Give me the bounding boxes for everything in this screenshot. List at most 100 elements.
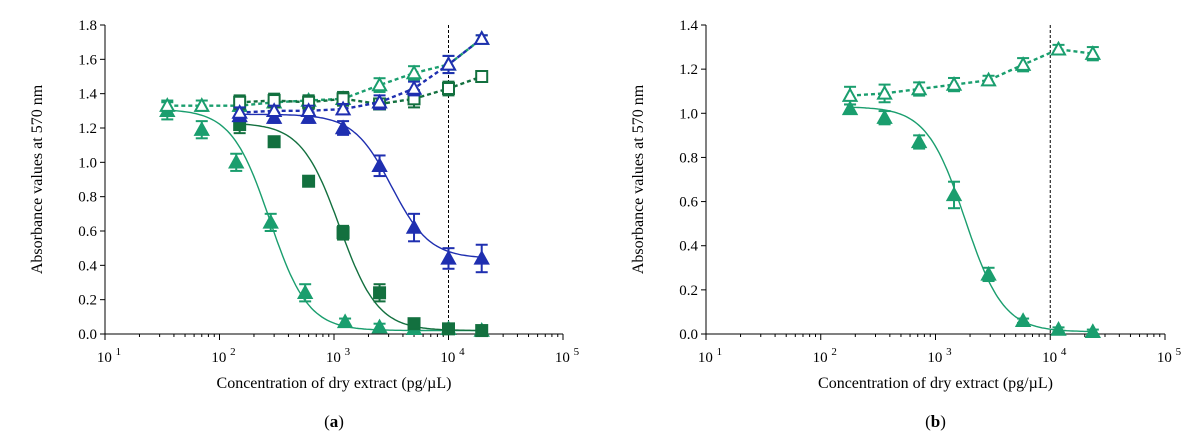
data-point [1050,40,1067,56]
y-tick-label: 1.2 [679,62,698,78]
data-point [371,93,388,109]
data-point [300,102,317,118]
y-axis-label: Absorbance values at 570 nm [29,84,46,274]
data-point [231,103,248,119]
data-point [265,102,283,118]
data-point [473,30,490,45]
series-1 [841,40,1102,106]
data-point [475,70,489,83]
series-0 [841,100,1102,338]
panel-label: (a) [324,412,344,431]
y-tick-label: 1.0 [679,106,698,122]
y-tick-label: 0.4 [78,258,97,274]
x-tick-label: 10 3 [326,346,351,366]
data-point [228,153,245,169]
series-2 [231,107,490,274]
y-tick-label: 0.2 [679,283,698,299]
data-point [1050,321,1067,336]
data-point [300,109,317,124]
y-tick-label: 0.4 [679,239,698,255]
x-tick-label: 10 2 [211,346,235,366]
y-tick-label: 0.0 [679,327,698,343]
y-tick-label: 0.6 [78,224,97,240]
y-tick-label: 0.6 [679,195,698,211]
data-point [405,64,423,80]
data-point [1014,312,1032,327]
data-point [841,87,859,102]
data-point [262,213,279,229]
panel-a: 0.0 0.2 0.4 0.6 0.8 1.0 1.2 1.4 1.6 1.8 10 1 10 2 10… [29,18,580,431]
y-tick-label: 1.2 [78,121,97,137]
series-0 [159,101,490,337]
panel-label: (b) [925,412,946,431]
data-point [980,71,997,87]
y-tick-label: 1.0 [78,155,97,171]
data-point [1084,45,1102,60]
fit-curve [849,106,1093,333]
x-tick-label: 10 4 [440,346,465,366]
y-tick-label: 0.8 [679,150,698,166]
data-point [371,157,388,172]
x-axis-label: Concentration of dry extract (pg/µL) [217,375,452,392]
x-tick-label: 10 2 [813,346,837,366]
data-point [405,219,423,234]
data-point [334,100,352,116]
x-axis-label: Concentration of dry extract (pg/µL) [818,375,1053,392]
connector-line [849,48,1093,97]
data-point [1084,323,1102,338]
y-tick-label: 0.2 [78,293,97,309]
data-point [405,79,423,95]
y-tick-label: 1.6 [78,52,97,68]
data-point [296,284,314,299]
data-point [473,249,490,265]
series-1 [233,114,489,338]
x-tick-label: 10 4 [1042,346,1067,366]
x-tick-label: 10 3 [927,346,952,366]
data-point [159,97,176,112]
y-tick-label: 0.8 [78,190,97,206]
data-point [267,135,281,149]
data-point [334,119,352,135]
panel-b: 0.0 0.2 0.4 0.6 0.8 1.0 1.2 1.4 10 1 10 2 10 3 10 4… [630,18,1182,431]
data-point [1014,56,1032,71]
data-point [407,317,421,331]
y-axis-label: Absorbance values at 570 nm [630,84,647,274]
data-point [265,109,283,124]
fit-curve [167,109,482,332]
series-4 [233,70,489,111]
y-tick-label: 1.4 [78,87,97,103]
data-point [876,84,893,100]
y-tick-label: 0.0 [78,327,97,343]
data-point [442,322,455,336]
data-point [945,76,963,91]
data-point [193,97,210,112]
y-tick-label: 1.4 [679,18,698,34]
data-point [980,265,997,281]
data-point [841,100,859,116]
data-point [442,82,455,96]
data-point [336,226,350,240]
data-point [876,109,893,124]
data-point [910,133,928,149]
data-point [193,121,210,136]
data-point [302,174,316,188]
series-5 [231,30,490,119]
data-point [371,76,388,92]
data-point [910,80,928,96]
fit-curve [239,123,482,332]
series-3 [159,30,490,112]
x-tick-label: 10 5 [1157,346,1182,366]
data-point [440,249,457,265]
connector-line [167,37,483,107]
data-point [371,318,388,334]
data-point [440,55,457,71]
data-point [475,324,489,338]
data-point [373,286,387,300]
x-tick-label: 10 1 [97,346,121,366]
x-tick-label: 10 5 [555,346,580,366]
x-tick-label: 10 1 [698,346,722,366]
data-point [945,186,963,202]
data-point [336,313,354,329]
